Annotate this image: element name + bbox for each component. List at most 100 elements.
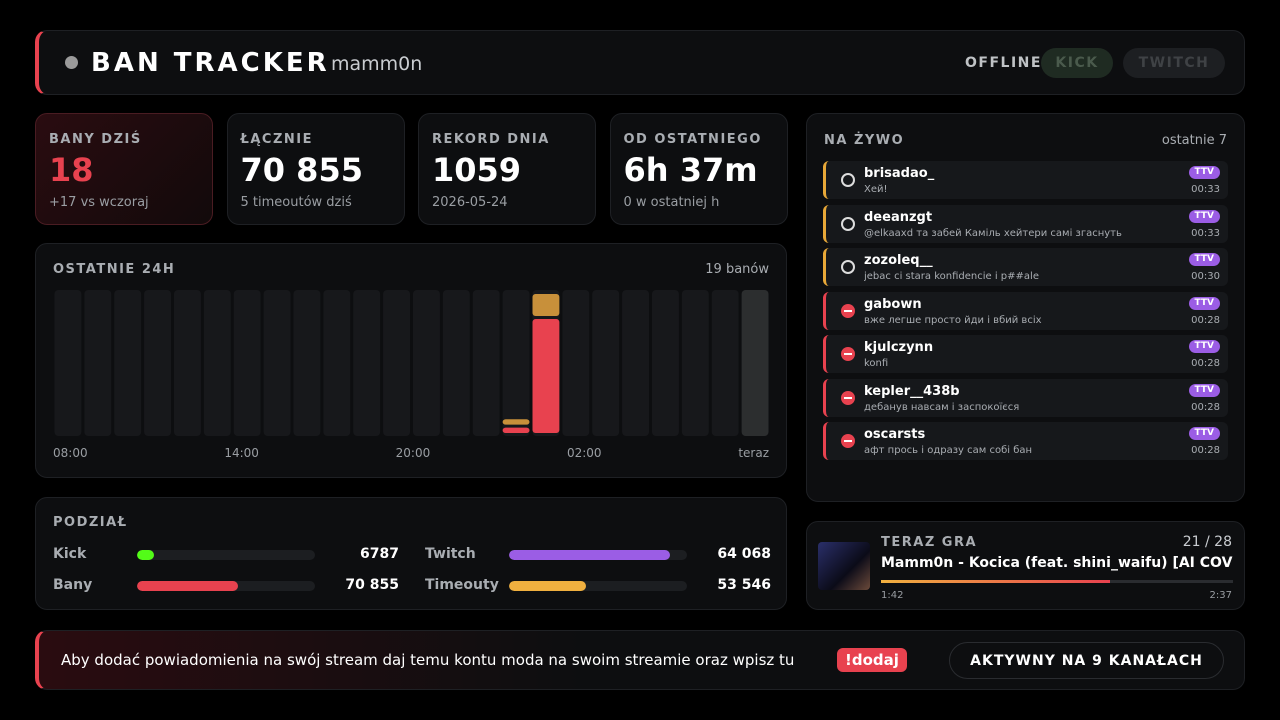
time: 00:33: [1191, 184, 1220, 195]
duration: 2:37: [1209, 590, 1232, 601]
x-label: 08:00: [53, 446, 88, 460]
badge: TTV: [1188, 166, 1220, 179]
stat-card: REKORD DNIA 1059 2026-05-24: [418, 113, 596, 225]
live-item: kjulczynn konfi TTV 00:28: [823, 335, 1228, 373]
np-position: 21 / 28: [1182, 534, 1232, 550]
bar-track: [741, 290, 769, 436]
bar-segment: [532, 319, 560, 433]
chart-panel: OSTATNIE 24H 19 banów 08:00 14:00 20:00 02:…: [35, 243, 787, 478]
bar-track: [293, 290, 321, 436]
chart: [54, 290, 769, 436]
header: BAN TRACKER mamm0n OFFLINE KICK TWITCH: [35, 30, 1245, 95]
time: 00:28: [1191, 314, 1220, 326]
split-track: [137, 581, 315, 591]
bar-segment: [532, 294, 560, 317]
split-bar: [137, 550, 155, 560]
bar-track: [54, 290, 82, 436]
platform-pill[interactable]: KICK: [1041, 48, 1113, 78]
icon-bar: [844, 440, 852, 442]
x-label: 14:00: [224, 446, 259, 460]
user-name: kepler__438b: [864, 383, 960, 399]
live-item: zozoleq__ jebac ci stara konfidencie i p#…: [823, 248, 1228, 286]
split-name: Bany: [53, 577, 93, 593]
time: 00:33: [1191, 227, 1220, 239]
stat-value: 1059: [432, 151, 522, 189]
user-name: kjulczynn: [864, 340, 934, 355]
live-title: NA ŻYWO: [824, 133, 905, 148]
x-label: 02:00: [566, 446, 602, 460]
bar-track: [652, 290, 679, 436]
bar-track: [711, 290, 739, 436]
bar-segment: [502, 419, 530, 425]
message: дебанув навсам і заспокоїєся: [864, 401, 1020, 413]
stat-label: REKORD DNIA: [432, 132, 550, 147]
user-name: zozoleq__: [864, 253, 933, 268]
bar-track: [263, 290, 291, 436]
icon: [841, 434, 855, 448]
stat-card: BANY DZIŚ 18 +17 vs wczoraj: [35, 113, 213, 225]
bar-track: [502, 290, 530, 436]
icon-bar: [844, 309, 852, 312]
user-name: gabown: [864, 296, 922, 312]
chart-title: OSTATNIE 24H: [53, 262, 176, 277]
command: !dodaj: [837, 648, 907, 672]
message: афт прось і одразу сам собі бан: [864, 445, 1033, 456]
badge: TTV: [1188, 209, 1220, 223]
bar-track: [353, 290, 381, 436]
live-item: brisadao_ Хей! TTV 00:33: [823, 161, 1228, 199]
stat-sub: 0 w ostatniej h: [623, 195, 720, 210]
split-bar: [509, 550, 670, 560]
time: 00:28: [1191, 445, 1220, 456]
bar-track: [233, 290, 261, 436]
progress-track: [881, 580, 1233, 583]
footer-message: Aby dodać powiadomienia na swój stream d…: [61, 651, 795, 669]
x-axis: 08:00 14:00 20:00 02:00 teraz: [53, 446, 769, 460]
channel: mamm0n: [331, 53, 423, 75]
message: Хей!: [864, 184, 888, 195]
stat-card: OD OSTATNIEGO 6h 37m 0 w ostatniej h: [609, 113, 788, 225]
split-title: PODZIAŁ: [53, 515, 128, 530]
platform-pill[interactable]: TWITCH: [1123, 48, 1225, 78]
np-title: TERAZ GRA: [881, 535, 978, 550]
user-name: brisadao_: [864, 166, 935, 181]
split-bar: [137, 581, 239, 591]
x-label: teraz: [738, 446, 769, 460]
stat-value: 18: [49, 151, 94, 189]
user-name: deeanzgt: [864, 209, 933, 225]
bar-track: [84, 290, 112, 436]
split-bar: [509, 581, 586, 591]
stat-value: 6h 37m: [623, 151, 758, 189]
stat-sub: +17 vs wczoraj: [49, 195, 149, 210]
time: 00:28: [1191, 401, 1220, 413]
stat-sub: 2026-05-24: [432, 195, 508, 210]
split-value: 6787: [360, 546, 399, 562]
time: 00:30: [1191, 271, 1220, 282]
now-playing: TERAZ GRA 21 / 28 Mamm0n - Kocica (feat.…: [806, 521, 1245, 610]
stat-sub: 5 timeoutów dziś: [240, 195, 352, 210]
split-value: 70 855: [345, 577, 399, 593]
live-panel: NA ŻYWO ostatnie 7 brisadao_ Хей! TTV 00:33…: [806, 113, 1245, 502]
split-track: [509, 581, 687, 591]
x-label: 20:00: [395, 446, 431, 460]
split-track: [509, 550, 687, 560]
bar-segment: [502, 427, 530, 433]
stat-label: OD OSTATNIEGO: [623, 132, 762, 147]
split-name: Timeouty: [425, 577, 499, 593]
live-item: kepler__438b дебанув навсам і заспокоїєся…: [823, 378, 1228, 417]
live-item: oscarsts афт прось і одразу сам собі бан T…: [823, 422, 1228, 460]
footer: Aby dodać powiadomienia na swój stream d…: [35, 630, 1245, 690]
icon: [841, 260, 855, 274]
bar-track: [562, 290, 590, 436]
status-dot: [65, 56, 78, 69]
elapsed: 1:42: [881, 590, 904, 601]
bar-track: [592, 290, 620, 436]
split-name: Twitch: [425, 546, 476, 562]
active-status: AKTYWNY NA 9 KANAŁACH: [949, 642, 1224, 679]
split-value: 53 546: [717, 577, 771, 593]
bar-track: [174, 290, 201, 436]
badge: TTV: [1188, 253, 1220, 266]
title: BAN TRACKER: [91, 48, 330, 78]
bar-track: [442, 290, 470, 436]
badge: TTV: [1188, 340, 1220, 353]
badge: TTV: [1188, 296, 1220, 310]
